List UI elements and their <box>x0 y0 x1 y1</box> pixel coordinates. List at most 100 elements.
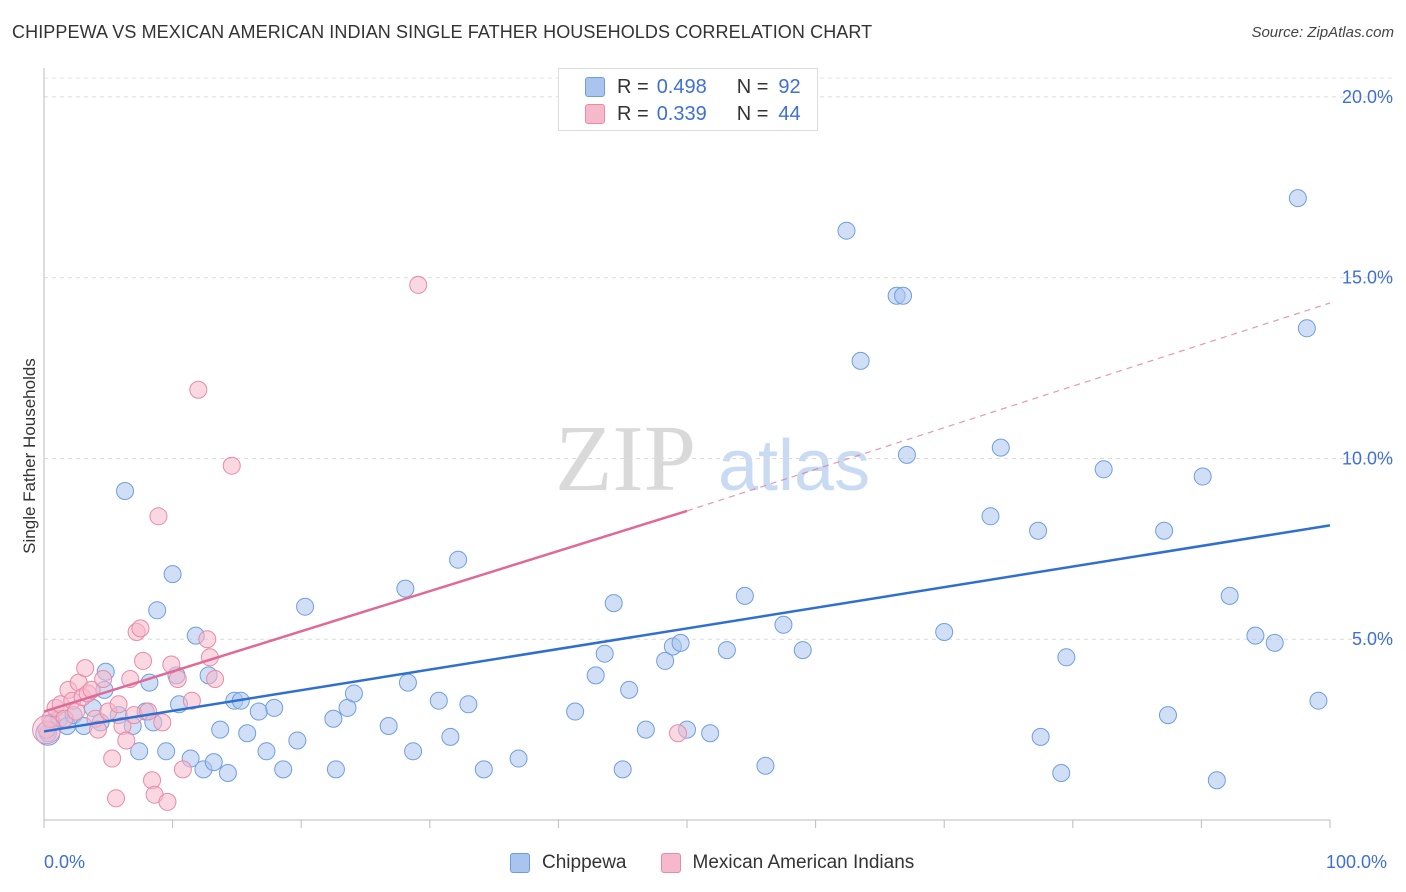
chippewa-point <box>116 482 135 500</box>
chippewa-point <box>274 760 293 779</box>
source-label: Source: ZipAtlas.com <box>1251 24 1394 41</box>
mexican-american-indian-point <box>109 695 128 714</box>
chippewa-point <box>701 724 720 743</box>
r-value: 0.339 <box>656 102 707 125</box>
y-tick-label: 5.0% <box>1352 629 1393 649</box>
x-tick-label-max: 100.0% <box>1326 852 1388 872</box>
chippewa-point <box>396 579 415 598</box>
trend-lines <box>43 302 1331 733</box>
chippewa-point <box>1094 460 1113 479</box>
axes <box>43 68 1331 828</box>
chippewa-point <box>130 742 149 761</box>
chippewa-point <box>1309 691 1328 710</box>
chippewa-point <box>326 760 345 779</box>
mexican-american-indian-point <box>409 275 428 294</box>
chippewa-point <box>837 221 856 240</box>
r-label: R = <box>617 75 649 98</box>
legend-label-chippewa: Chippewa <box>542 852 627 873</box>
chippewa-point <box>620 680 639 699</box>
chippewa-point <box>163 565 182 584</box>
n-label: N = <box>736 75 769 98</box>
chippewa-point <box>1031 727 1050 746</box>
series-legend: Chippewa Mexican American Indians <box>510 852 948 874</box>
chippewa-point <box>288 731 307 750</box>
chippewa-point <box>793 641 812 660</box>
x-tick-label-min: 0.0% <box>44 852 86 872</box>
mexican-american-indian-point <box>222 456 241 475</box>
correlation-legend: R = 0.498 N = 92 R = 0.339 N = 44 <box>558 68 818 131</box>
n-label: N = <box>736 102 769 125</box>
chippewa-point <box>1155 521 1174 540</box>
chippewa-point <box>398 673 417 692</box>
mexican-american-indian-points <box>32 275 687 811</box>
gridlines <box>44 77 1395 640</box>
y-tick-label: 10.0% <box>1342 448 1393 468</box>
mexican-american-indian-point <box>168 670 187 688</box>
chippewa-point <box>717 641 736 660</box>
chippewa-point <box>429 691 448 710</box>
mexican-american-indian-point <box>182 691 201 710</box>
mexican-american-indian-point <box>189 380 208 399</box>
legend-item-mexican-american-indians: Mexican American Indians <box>660 852 915 874</box>
chippewa-point <box>851 351 870 370</box>
y-tick-label: 20.0% <box>1342 87 1393 107</box>
chippewa-point <box>459 695 478 714</box>
mexican-american-indian-point <box>139 702 158 721</box>
legend-label-mexican-american-indians: Mexican American Indians <box>692 852 915 873</box>
chippewa-swatch <box>585 77 605 97</box>
legend-row-chippewa: R = 0.498 N = 92 <box>585 75 801 99</box>
mexican-american-indians-legend-swatch <box>660 853 681 873</box>
n-value: 44 <box>778 102 801 125</box>
mexican-american-indians-swatch <box>585 104 605 124</box>
chippewa-point <box>509 749 528 768</box>
mexican-american-indian-trend-extension <box>686 302 1331 512</box>
chippewa-point <box>157 742 176 761</box>
chippewa-point <box>756 756 775 775</box>
chippewa-point <box>613 760 632 779</box>
chippewa-point <box>566 702 585 721</box>
chippewa-point <box>218 764 237 782</box>
chippewa-point <box>211 720 230 739</box>
mexican-american-indian-point <box>94 670 113 688</box>
mexican-american-indian-point <box>131 619 150 638</box>
chart-title: CHIPPEWA VS MEXICAN AMERICAN INDIAN SING… <box>12 22 873 42</box>
chippewa-point <box>379 717 398 735</box>
mexican-american-indian-point <box>173 760 192 779</box>
chippewa-point <box>474 760 493 779</box>
legend-item-chippewa: Chippewa <box>510 852 627 874</box>
mexican-american-indian-point <box>103 749 122 768</box>
mexican-american-indian-point <box>158 792 177 811</box>
chippewa-point <box>1193 467 1212 486</box>
chippewa-point <box>671 633 690 652</box>
chippewa-point <box>404 742 423 761</box>
legend-row-mexican-american-indians: R = 0.339 N = 44 <box>585 102 801 126</box>
chippewa-point <box>1288 189 1307 208</box>
chippewa-point <box>1220 586 1239 605</box>
chippewa-point <box>249 702 268 721</box>
chippewa-point <box>1052 764 1071 782</box>
mexican-american-indian-point <box>89 720 108 739</box>
chippewa-point <box>774 615 793 634</box>
chippewa-point <box>586 666 605 685</box>
chippewa-point <box>604 594 623 613</box>
mexican-american-indian-trend-line <box>43 509 688 713</box>
chippewa-point <box>894 286 913 305</box>
chippewa-point <box>735 586 754 605</box>
chippewa-point <box>296 597 315 616</box>
mexican-american-indian-point <box>134 651 153 670</box>
chippewa-point <box>595 644 614 663</box>
mexican-american-indian-point <box>206 670 225 688</box>
chippewa-point <box>204 753 223 772</box>
chippewa-point <box>441 727 460 746</box>
chippewa-point <box>897 445 916 464</box>
chippewa-trend-line <box>43 524 1331 733</box>
chippewa-point <box>449 550 468 569</box>
chippewa-legend-swatch <box>510 853 530 873</box>
chippewa-point <box>1158 706 1177 725</box>
n-value: 92 <box>778 75 801 98</box>
chippewa-point <box>656 651 675 670</box>
mexican-american-indian-point <box>107 789 126 808</box>
mexican-american-indian-point <box>149 507 168 526</box>
chippewa-point <box>1297 319 1316 338</box>
mexican-american-indian-point <box>117 731 136 750</box>
